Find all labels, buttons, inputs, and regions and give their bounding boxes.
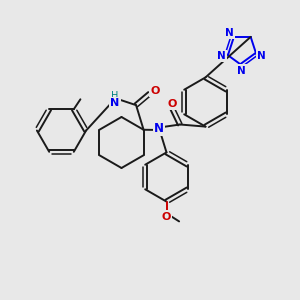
Text: H: H	[111, 91, 119, 101]
Text: O: O	[150, 86, 160, 96]
Text: O: O	[167, 98, 177, 109]
Text: N: N	[217, 51, 226, 61]
Text: N: N	[257, 51, 266, 61]
Text: N: N	[154, 122, 164, 135]
Text: N: N	[110, 98, 120, 108]
Text: N: N	[225, 28, 233, 38]
Text: O: O	[162, 212, 171, 222]
Text: N: N	[237, 65, 246, 76]
